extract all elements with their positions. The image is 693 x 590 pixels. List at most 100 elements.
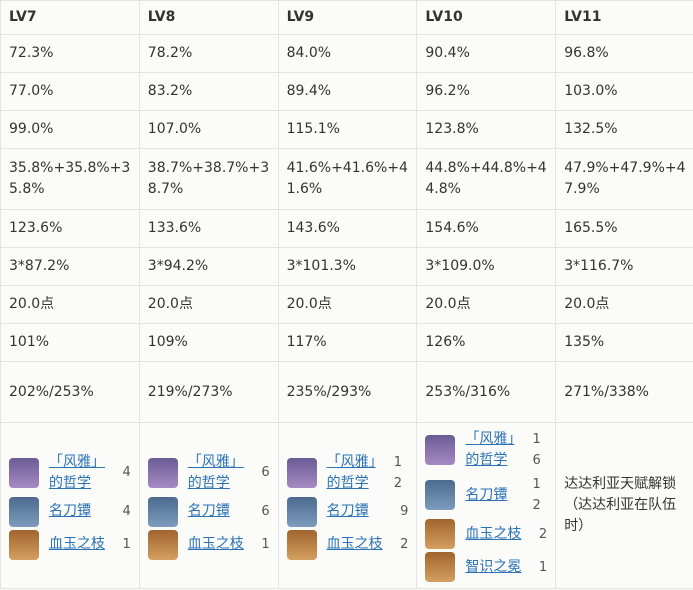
- cell: 107.0%: [138, 110, 279, 149]
- cell: 135%: [555, 323, 693, 362]
- cell: 117%: [277, 323, 418, 362]
- material-name[interactable]: 智识之冕: [465, 558, 522, 575]
- material-item: 名刀镡 4: [9, 496, 131, 527]
- material-name[interactable]: 「风雅」的哲学: [465, 431, 515, 468]
- material-name[interactable]: 名刀镡: [326, 503, 369, 519]
- header-cell: LV11: [555, 0, 693, 35]
- material-name[interactable]: 名刀镡: [465, 486, 508, 503]
- cell: 84.0%: [277, 34, 418, 73]
- cell: 20.0点: [416, 285, 557, 324]
- material-count: 12: [393, 454, 402, 491]
- material-icon: [425, 435, 456, 465]
- material-item: 「风雅」的哲学 12: [286, 452, 409, 494]
- cell: 123.6%: [0, 209, 140, 248]
- material-icon: [286, 457, 317, 488]
- cell: 253%/316%: [416, 361, 557, 423]
- material-count: 9: [400, 504, 409, 519]
- material-name[interactable]: 名刀镡: [187, 503, 230, 519]
- material-name[interactable]: 血玉之枝: [187, 536, 244, 552]
- row: 101% 109% 117% 126% 135%: [0, 323, 693, 362]
- cell: 3*94.2%: [138, 247, 279, 286]
- material-count: 16: [532, 432, 541, 468]
- row: 202%/253% 219%/273% 235%/293% 253%/316% 271%…: [0, 361, 693, 423]
- materials-cell: 「风雅」的哲学 4 名刀镡 4 血玉之枝 1: [0, 422, 140, 589]
- cell: 115.1%: [277, 110, 418, 149]
- material-item: 血玉之枝 2: [425, 519, 547, 549]
- note: 达达利亚天赋解锁（达达利亚在队伍时）: [564, 476, 677, 534]
- cell: 20.0点: [555, 285, 693, 324]
- material-name[interactable]: 名刀镡: [49, 503, 91, 519]
- row: 3*87.2% 3*94.2% 3*101.3% 3*109.0% 3*116.7%: [0, 247, 693, 286]
- cell: 126%: [416, 323, 557, 362]
- materials-cell: 「风雅」的哲学 16 名刀镡 12 血玉之枝 2 智识之冕 1: [416, 422, 557, 589]
- cell: 3*109.0%: [416, 247, 557, 286]
- material-count: 1: [261, 537, 270, 552]
- material-icon: [147, 529, 178, 560]
- material-count: 6: [261, 465, 270, 480]
- header-cell: LV7: [0, 0, 140, 35]
- material-icon: [9, 529, 39, 560]
- cell: 235%/293%: [277, 361, 418, 423]
- row: 123.6% 133.6% 143.6% 154.6% 165.5%: [0, 209, 693, 248]
- cell: 72.3%: [0, 34, 140, 73]
- material-icon: [425, 552, 456, 582]
- material-item: 名刀镡 12: [425, 474, 547, 516]
- cell: 271%/338%: [555, 361, 693, 423]
- cell: 35.8%+35.8%+35.8%: [0, 148, 140, 210]
- cell: 41.6%+41.6%+41.6%: [277, 148, 418, 210]
- material-count: 1: [538, 559, 548, 575]
- cell: 143.6%: [277, 209, 418, 248]
- row: 99.0% 107.0% 115.1% 123.8% 132.5%: [0, 110, 693, 149]
- cell: 96.8%: [555, 34, 693, 73]
- material-icon: [286, 529, 317, 560]
- cell: 20.0点: [277, 285, 418, 324]
- cell: 123.8%: [416, 110, 557, 149]
- cell: 132.5%: [555, 110, 693, 149]
- material-count: 4: [122, 465, 131, 480]
- cell: 20.0点: [138, 285, 279, 324]
- cell: 109%: [138, 323, 279, 362]
- cell: 47.9%+47.9%+47.9%: [555, 148, 693, 210]
- material-icon: [425, 519, 456, 549]
- materials-cell: 达达利亚天赋解锁（达达利亚在队伍时）: [555, 422, 693, 589]
- row: 35.8%+35.8%+35.8% 38.7%+38.7%+38.7% 41.6%+…: [0, 148, 693, 210]
- material-name[interactable]: 血玉之枝: [465, 525, 522, 542]
- material-count: 6: [261, 504, 270, 519]
- row: 77.0% 83.2% 89.4% 96.2% 103.0%: [0, 72, 693, 111]
- cell: 96.2%: [416, 72, 557, 111]
- header-cell: LV9: [277, 0, 418, 35]
- materials-cell: 「风雅」的哲学 12 名刀镡 9 血玉之枝 2: [277, 422, 418, 589]
- header-cell: LV10: [416, 0, 557, 35]
- material-icon: [147, 496, 178, 527]
- material-item: 「风雅」的哲学 16: [425, 429, 547, 471]
- cell: 3*116.7%: [555, 247, 693, 286]
- material-name[interactable]: 「风雅」的哲学: [326, 453, 376, 491]
- cell: 78.2%: [138, 34, 279, 73]
- cell: 3*101.3%: [277, 247, 418, 286]
- material-item: 名刀镡 6: [147, 496, 270, 527]
- material-icon: [286, 496, 317, 527]
- material-item: 「风雅」的哲学 4: [9, 452, 131, 494]
- material-item: 血玉之枝 1: [147, 529, 270, 560]
- material-name[interactable]: 「风雅」的哲学: [187, 453, 244, 491]
- material-item: 名刀镡 9: [286, 496, 409, 527]
- cell: 219%/273%: [138, 361, 279, 423]
- material-count: 2: [538, 526, 548, 542]
- material-icon: [147, 457, 178, 488]
- cell: 44.8%+44.8%+44.8%: [416, 148, 557, 210]
- material-name[interactable]: 血玉之枝: [49, 536, 105, 552]
- header-cell: LV8: [138, 0, 279, 35]
- cell: 202%/253%: [0, 361, 140, 423]
- material-name[interactable]: 血玉之枝: [326, 536, 383, 552]
- material-item: 「风雅」的哲学 6: [147, 452, 270, 494]
- material-name[interactable]: 「风雅」的哲学: [49, 453, 105, 491]
- material-count: 4: [122, 504, 131, 519]
- cell: 165.5%: [555, 209, 693, 248]
- material-icon: [9, 457, 39, 488]
- material-item: 血玉之枝 1: [9, 529, 131, 560]
- row: 20.0点 20.0点 20.0点 20.0点 20.0点: [0, 285, 693, 324]
- material-item: 血玉之枝 2: [286, 529, 408, 560]
- cell: 20.0点: [0, 285, 140, 324]
- cell: 101%: [0, 323, 140, 362]
